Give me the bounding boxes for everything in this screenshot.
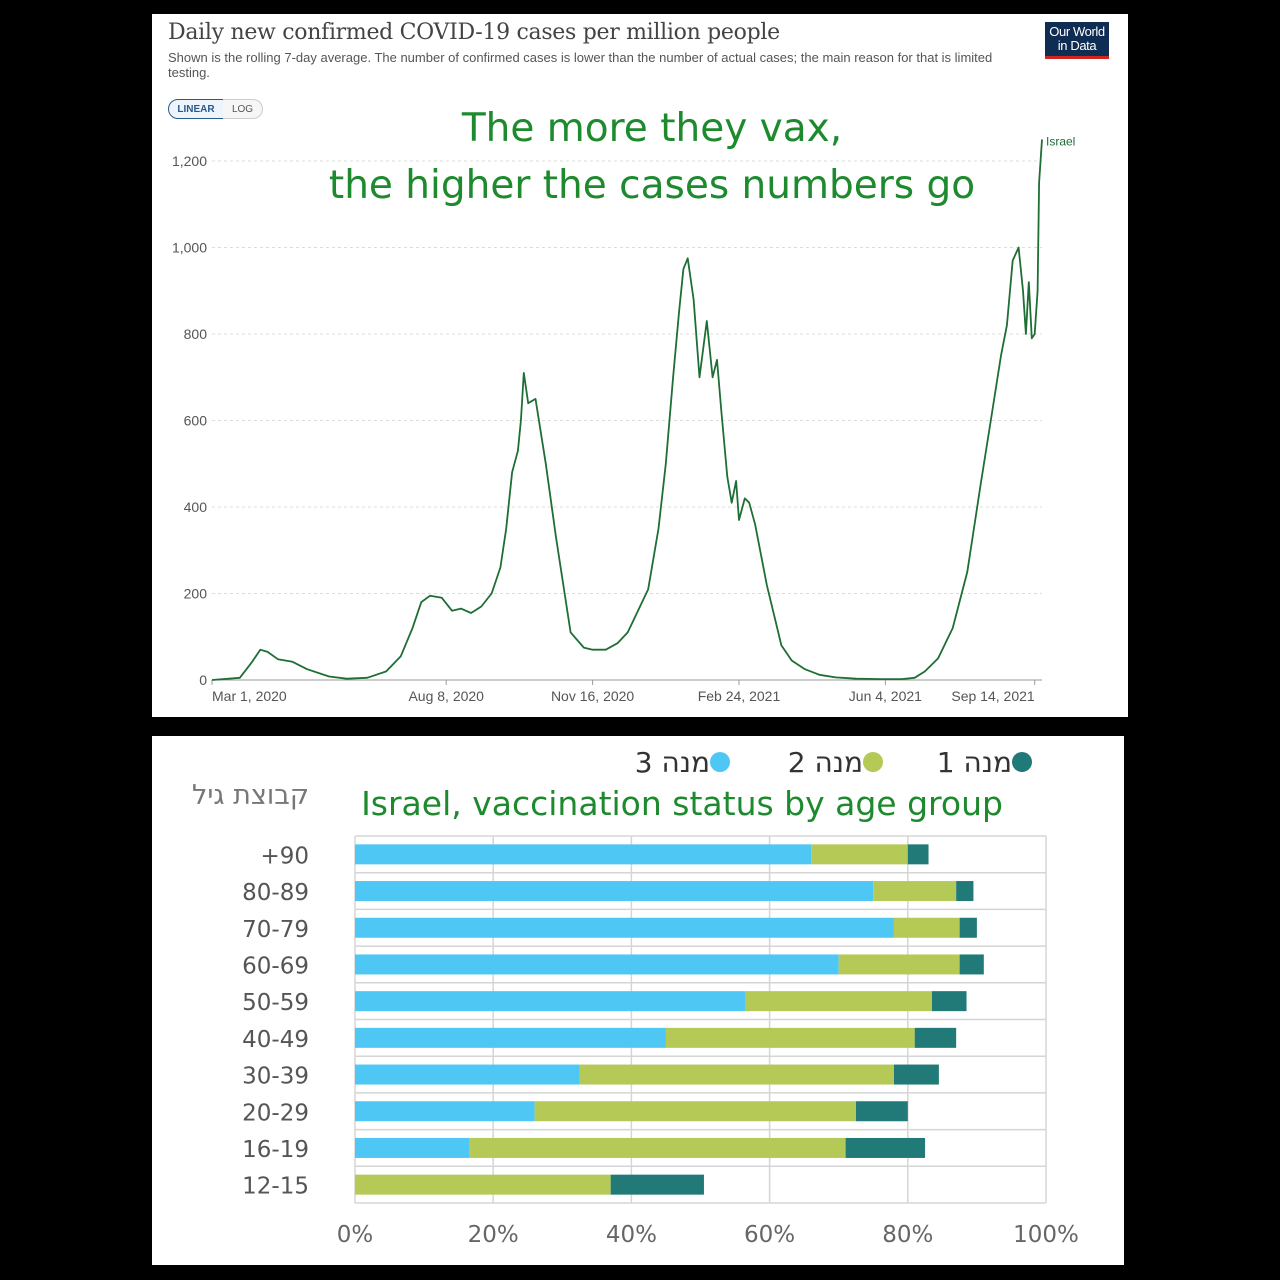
vaccination-bar-chart: 0% 20% 40% 60% 80% 100% +90 80-89 70-79 60-69 50-5… — [192, 746, 1079, 1248]
bar-segment-3 — [914, 1027, 957, 1048]
overlay-caption-line-2: the higher the cases numbers go — [328, 163, 976, 208]
legend-swatch-1 — [710, 752, 730, 772]
bar-segment-1 — [355, 954, 839, 975]
overlay-caption-line-1: The more they vax, — [461, 106, 843, 151]
bar-segment-2 — [873, 881, 957, 902]
bar-segment-3 — [845, 1137, 926, 1158]
bar-segment-1 — [355, 844, 812, 865]
age-group-label: 70-79 — [242, 917, 309, 943]
our-world-in-data-logo[interactable]: Our World in Data — [1045, 22, 1109, 59]
bar-segment-2 — [838, 954, 960, 975]
x-tick-label: 80% — [882, 1222, 933, 1248]
legend-swatch-3 — [1012, 752, 1032, 772]
bar-segment-2 — [665, 1027, 915, 1048]
bar-segment-2 — [811, 844, 908, 865]
y-tick-label: 0 — [199, 672, 207, 688]
x-tick-label: 0% — [337, 1222, 374, 1248]
bar-segment-3 — [956, 881, 974, 902]
x-tick-label: Nov 16, 2020 — [551, 688, 634, 704]
legend-label-2: 2 מנה — [788, 746, 863, 779]
x-tick-label: 60% — [744, 1222, 795, 1248]
cases-line-chart: 0 200 400 600 800 1,000 1,200 Mar 1, 2020 Aug 8,… — [172, 134, 1075, 704]
bar-segment-2 — [355, 1174, 611, 1195]
log-scale-button[interactable]: LOG — [223, 99, 263, 119]
bar-segment-2 — [469, 1137, 846, 1158]
y-tick-label: 200 — [184, 586, 208, 602]
vaccination-chart-title: Israel, vaccination status by age group — [361, 784, 1003, 823]
series-label-israel: Israel — [1046, 134, 1075, 148]
bar-segment-3 — [931, 991, 967, 1012]
x-tick-label: Jun 4, 2021 — [849, 688, 922, 704]
age-group-label: 12-15 — [242, 1174, 309, 1200]
bar-segment-3 — [855, 1101, 908, 1122]
legend-label-1: 3 מנה — [635, 746, 710, 779]
bar-segment-3 — [959, 917, 977, 938]
bar-segment-1 — [355, 1101, 535, 1122]
bar-segment-2 — [745, 991, 932, 1012]
age-group-label: +90 — [260, 843, 309, 869]
bar-segment-1 — [355, 1027, 666, 1048]
linear-scale-button[interactable]: LINEAR — [168, 99, 224, 119]
bar-segment-2 — [534, 1101, 856, 1122]
age-group-label: 30-39 — [242, 1064, 309, 1090]
bar-segment-1 — [355, 1137, 470, 1158]
logo-line-1: Our World — [1049, 24, 1105, 39]
age-group-label: 60-69 — [242, 953, 309, 979]
x-tick-label: Mar 1, 2020 — [212, 688, 287, 704]
bar-segment-2 — [893, 917, 960, 938]
y-tick-label: 1,000 — [172, 240, 207, 256]
cases-chart-panel: Daily new confirmed COVID-19 cases per m… — [152, 14, 1128, 717]
y-tick-label: 600 — [184, 413, 208, 429]
age-group-label: 16-19 — [242, 1137, 309, 1163]
legend-swatch-2 — [863, 752, 883, 772]
chart-title: Daily new confirmed COVID-19 cases per m… — [168, 20, 780, 45]
y-tick-label: 400 — [184, 499, 208, 515]
legend-label-3: 1 מנה — [937, 746, 1012, 779]
age-group-label: 50-59 — [242, 990, 309, 1016]
bar-segment-1 — [355, 881, 874, 902]
logo-line-2: in Data — [1057, 38, 1097, 53]
israel-series-line — [211, 139, 1043, 681]
bar-segment-3 — [959, 954, 984, 975]
x-tick-label: 20% — [468, 1222, 519, 1248]
bar-segment-3 — [893, 1064, 939, 1085]
bar-segment-2 — [579, 1064, 894, 1085]
x-tick-label: Aug 8, 2020 — [408, 688, 484, 704]
bar-segment-3 — [907, 844, 929, 865]
x-tick-label: Feb 24, 2021 — [698, 688, 781, 704]
chart-subtitle: Shown is the rolling 7-day average. The … — [168, 50, 993, 80]
age-group-label: 40-49 — [242, 1027, 309, 1053]
bar-segment-1 — [355, 917, 894, 938]
bar-segment-3 — [610, 1174, 704, 1195]
bar-segment-1 — [355, 1064, 580, 1085]
vaccination-chart-panel: 0% 20% 40% 60% 80% 100% +90 80-89 70-79 60-69 50-5… — [152, 736, 1124, 1265]
x-tick-label: Sep 14, 2021 — [951, 688, 1035, 704]
bar-segment-1 — [355, 991, 746, 1012]
y-axis-label: קבוצת גיל — [192, 780, 309, 811]
age-group-label: 20-29 — [242, 1100, 309, 1126]
y-tick-label: 800 — [184, 326, 208, 342]
x-tick-label: 100% — [1013, 1222, 1079, 1248]
y-tick-label: 1,200 — [172, 153, 207, 169]
age-group-label: 80-89 — [242, 880, 309, 906]
x-tick-label: 40% — [606, 1222, 657, 1248]
